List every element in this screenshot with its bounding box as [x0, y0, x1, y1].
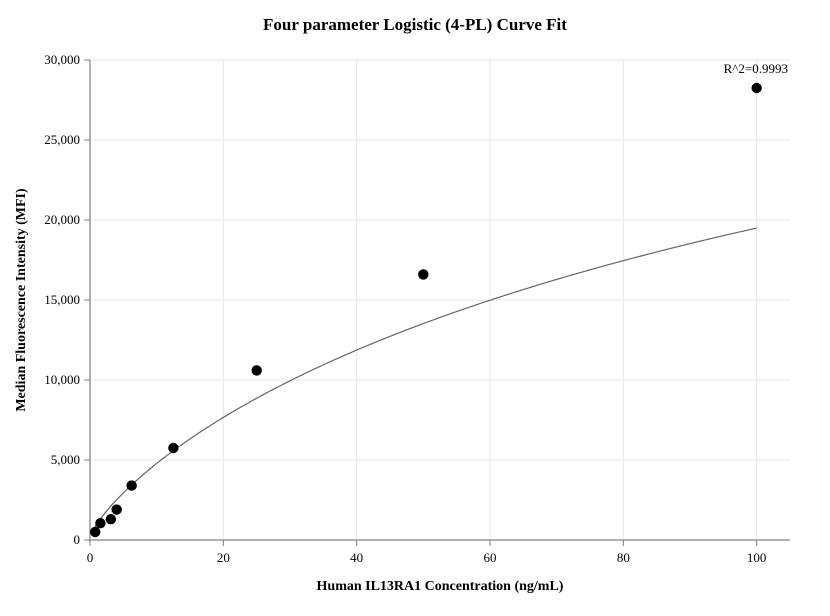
data-point-marker [751, 83, 761, 93]
x-tick-label: 80 [617, 550, 630, 565]
x-tick-label: 40 [350, 550, 363, 565]
data-point-marker [111, 504, 121, 514]
chart-title: Four parameter Logistic (4-PL) Curve Fit [263, 15, 567, 34]
data-point-marker [126, 480, 136, 490]
x-tick-label: 0 [87, 550, 94, 565]
y-tick-label: 20,000 [44, 212, 80, 227]
data-point-marker [168, 443, 178, 453]
chart-container: 0 20 40 60 80 100 0 5,000 10,000 15,000 20,000 25,0… [0, 0, 830, 616]
x-tick-label: 60 [484, 550, 497, 565]
data-point-marker [95, 518, 105, 528]
y-tick-label: 10,000 [44, 372, 80, 387]
y-tick-label: 30,000 [44, 52, 80, 67]
data-point-marker [106, 514, 116, 524]
x-tick-label: 100 [747, 550, 767, 565]
y-tick-label: 25,000 [44, 132, 80, 147]
y-tick-label: 5,000 [51, 452, 80, 467]
y-axis-label: Median Fluorescence Intensity (MFI) [14, 188, 29, 412]
x-tick-label: 20 [217, 550, 230, 565]
r-squared-annotation: R^2=0.9993 [724, 61, 788, 76]
data-point-marker [90, 527, 100, 537]
curve-fit-chart: 0 20 40 60 80 100 0 5,000 10,000 15,000 20,000 25,0… [0, 0, 830, 616]
y-tick-label: 0 [74, 532, 81, 547]
data-point-marker [418, 269, 428, 279]
x-axis-label: Human IL13RA1 Concentration (ng/mL) [317, 579, 564, 594]
chart-background [0, 0, 830, 616]
y-tick-label: 15,000 [44, 292, 80, 307]
data-point-marker [251, 365, 261, 375]
